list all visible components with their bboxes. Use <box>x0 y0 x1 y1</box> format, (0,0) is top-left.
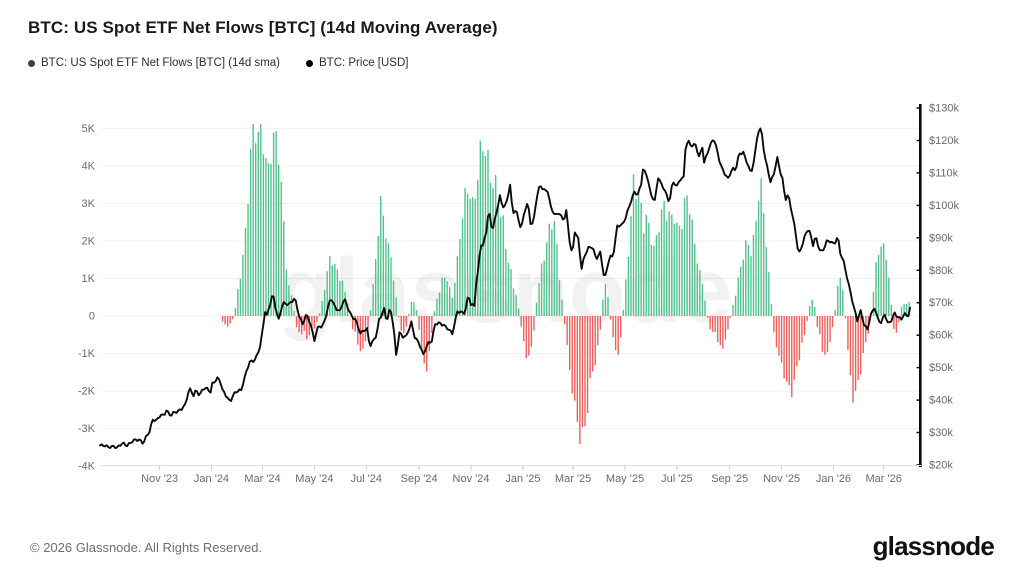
svg-text:May '24: May '24 <box>295 473 333 485</box>
right-axis-line <box>919 104 922 467</box>
y-axis-left: 5K 4K 3K 2K 1K 0 -1K -2K -3K -4K <box>78 123 96 473</box>
glassnode-logo[interactable]: glassnode <box>872 531 995 561</box>
legend-item-price[interactable]: BTC: Price [USD] <box>306 57 408 69</box>
legend-label-price: BTC: Price [USD] <box>319 57 409 69</box>
legend-label-flows: BTC: US Spot ETF Net Flows [BTC] (14d sm… <box>41 57 280 69</box>
svg-text:May '25: May '25 <box>606 473 644 485</box>
svg-text:$20k: $20k <box>929 460 953 472</box>
svg-text:$130k: $130k <box>929 103 959 115</box>
svg-text:-4K: -4K <box>78 461 96 473</box>
svg-text:1K: 1K <box>82 273 96 285</box>
svg-text:-2K: -2K <box>78 386 96 398</box>
svg-text:-1K: -1K <box>78 348 96 360</box>
copyright-text: © 2026 Glassnode. All Rights Reserved. <box>30 540 263 555</box>
svg-text:Nov '25: Nov '25 <box>763 473 800 485</box>
svg-text:2K: 2K <box>82 236 96 248</box>
svg-text:Jul '24: Jul '24 <box>351 473 382 485</box>
svg-text:Nov '24: Nov '24 <box>453 473 490 485</box>
svg-text:Jan '24: Jan '24 <box>194 473 229 485</box>
page-title: BTC: US Spot ETF Net Flows [BTC] (14d Mo… <box>28 18 498 37</box>
y-axis-right: $130k $120k $110k $100k $90k $80k $70k $60k $50k… <box>916 103 959 472</box>
svg-text:$110k: $110k <box>929 167 959 179</box>
svg-text:Jul '25: Jul '25 <box>661 473 692 485</box>
svg-text:$90k: $90k <box>929 232 953 244</box>
svg-text:5K: 5K <box>82 123 96 135</box>
svg-text:$120k: $120k <box>929 135 959 147</box>
svg-text:Mar '26: Mar '26 <box>866 473 902 485</box>
svg-text:$60k: $60k <box>929 330 953 342</box>
svg-text:0: 0 <box>89 311 95 323</box>
svg-text:3K: 3K <box>82 198 96 210</box>
svg-text:$70k: $70k <box>929 297 953 309</box>
svg-text:Nov '23: Nov '23 <box>141 473 178 485</box>
svg-text:Mar '25: Mar '25 <box>555 473 591 485</box>
legend-dot-flows-icon <box>28 59 35 67</box>
svg-text:Jan '26: Jan '26 <box>816 473 851 485</box>
legend-dot-price-icon <box>306 59 313 67</box>
svg-text:Jan '25: Jan '25 <box>505 473 540 485</box>
svg-text:Sep '24: Sep '24 <box>401 473 438 485</box>
flows-bars[interactable] <box>221 124 910 445</box>
svg-text:Mar '24: Mar '24 <box>244 473 280 485</box>
legend-item-flows[interactable]: BTC: US Spot ETF Net Flows [BTC] (14d sm… <box>28 57 280 69</box>
svg-text:$40k: $40k <box>929 395 953 407</box>
price-line[interactable] <box>99 127 911 450</box>
svg-text:$50k: $50k <box>929 362 953 374</box>
x-axis: Nov '23 Jan '24 Mar '24 May '24 Jul '24 Sep '… <box>141 465 902 485</box>
chart-legend: BTC: US Spot ETF Net Flows [BTC] (14d sm… <box>28 57 408 69</box>
svg-text:$100k: $100k <box>929 200 959 212</box>
svg-text:Sep '25: Sep '25 <box>711 473 748 485</box>
svg-text:4K: 4K <box>82 161 96 173</box>
svg-text:$80k: $80k <box>929 265 953 277</box>
svg-text:$30k: $30k <box>929 427 953 439</box>
svg-text:-3K: -3K <box>78 423 96 435</box>
